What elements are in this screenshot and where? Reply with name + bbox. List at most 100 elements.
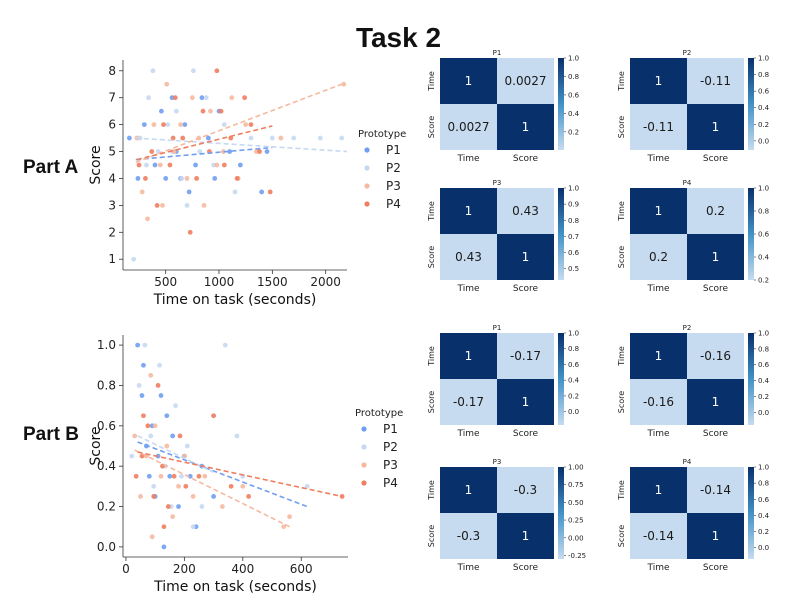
part-a-p3-colorbar-label: 0.8 [568, 217, 579, 225]
part-a-point-p1 [212, 176, 218, 181]
part-b-p2-colorbar-label: 1.0 [758, 330, 769, 338]
part-b-point-p1 [164, 413, 170, 419]
part-b-p1-colorbar [558, 333, 564, 425]
part-a-point-p3 [160, 202, 165, 208]
part-b-point-p3 [190, 494, 196, 499]
part-a-legend-marker-p2 [364, 165, 370, 171]
part-a-point-p1 [127, 135, 132, 141]
part-a-p3-cell-value: 1 [465, 204, 473, 218]
part-a-p2-cell [687, 104, 744, 150]
part-b-point-p1 [135, 342, 141, 348]
part-b-p1-cell-value: 1 [465, 349, 473, 363]
part-a-point-p4 [194, 176, 199, 181]
part-b-p3-cell-value: -0.3 [457, 529, 480, 543]
part-a-p3-heatmap: P3 1 0.43 0.43 1 Time Score Time Score 0.5 0.6 0.7 0… [427, 179, 580, 294]
part-a-p1-colorbar-label: 0.6 [568, 91, 580, 99]
part-a-point-p3 [214, 162, 220, 168]
part-b-p4-cell [687, 467, 744, 513]
part-a-legend-label-p2: P2 [386, 161, 401, 175]
part-a-point-p3 [243, 122, 249, 128]
part-b-p1-cell [440, 333, 497, 379]
part-b-p2-cell [687, 379, 744, 425]
part-a-point-p3 [145, 216, 150, 222]
part-b-point-p1 [211, 494, 216, 499]
part-a-y-tick-label: 3 [108, 198, 116, 212]
part-a-point-p2 [203, 95, 209, 101]
part-b-y-tick-label: 1.0 [97, 338, 116, 352]
part-b-p2-colorbar-label: 0.8 [758, 345, 769, 353]
part-b-y-tick-label: 0.8 [97, 378, 116, 392]
part-a-point-p4 [136, 162, 142, 168]
part-b-point-p3 [287, 514, 292, 520]
part-b-p3-cell [497, 513, 554, 559]
part-b-p2-row-label: Time [617, 346, 626, 367]
part-a-y-tick-label: 6 [108, 118, 116, 132]
part-b-p4-cell-value: 1 [712, 529, 720, 543]
part-b-point-p3 [164, 443, 170, 449]
part-a-point-p1 [163, 176, 169, 181]
part-a-point-p3 [139, 189, 145, 195]
part-b-p3-colorbar-label: 0.50 [568, 499, 584, 507]
part-b-point-p2 [129, 453, 135, 459]
part-a-p2-cell-value: -0.11 [700, 74, 731, 88]
part-b-point-p4 [133, 473, 139, 479]
part-b-trendline-p2 [137, 435, 214, 473]
part-b-point-p3 [138, 494, 143, 499]
part-b-p1-col-label: Time [456, 429, 479, 439]
part-b-point-p4 [161, 524, 167, 530]
part-a-p4-cell [687, 188, 744, 234]
part-b-point-p4 [151, 494, 157, 499]
part-a-p3-col-label: Time [456, 284, 479, 294]
part-a-x-axis-label: Time on task (seconds) [153, 292, 317, 308]
part-b-legend-marker-p1 [361, 426, 367, 432]
part-a-p1-cell-value: 0.0027 [448, 120, 490, 134]
part-b-point-p4 [246, 494, 252, 499]
part-a-point-p3 [189, 95, 195, 101]
part-a-p2-col-label: Score [703, 154, 729, 164]
part-a-legend-label-p1: P1 [386, 143, 401, 157]
part-b-p1-cell [440, 379, 497, 425]
part-b-p1-cell [497, 379, 554, 425]
part-a-legend-title: Prototype [358, 129, 406, 140]
part-a-point-p2 [165, 122, 171, 128]
part-b-y-axis-label: Score [88, 426, 104, 465]
part-a-p3-cell-value: 1 [522, 250, 530, 264]
part-a-p2-colorbar [748, 58, 754, 150]
part-b-x-axis-label: Time on task (seconds) [153, 579, 317, 595]
part-a-p2-cell [687, 58, 744, 104]
part-a-p4-row-label: Score [617, 246, 626, 268]
part-b-p3-heatmap: P3 1 -0.3 -0.3 1 Time Score Time Score -0.25 0.00 0… [427, 458, 586, 573]
part-b-point-p4 [183, 483, 189, 489]
part-a-p1-colorbar-label: 0.4 [568, 110, 580, 118]
part-a-y-tick-label: 8 [108, 64, 116, 78]
part-b-p3-colorbar-label: 0.00 [568, 534, 584, 542]
part-b-p3-colorbar-label: -0.25 [568, 552, 586, 560]
part-b-point-p4 [196, 473, 202, 479]
part-a-y-axis-label: Score [88, 145, 104, 184]
part-a-point-p4 [172, 95, 178, 101]
part-a-p1-cell [497, 58, 554, 104]
part-a-trendline-p2 [135, 137, 348, 153]
part-a-label: Part A [23, 157, 79, 178]
part-a-p2-colorbar-label: 0.0 [758, 137, 769, 145]
part-b-legend-marker-p4 [361, 480, 367, 486]
part-a-p4-colorbar-label: 0.8 [758, 208, 769, 216]
part-b-p3-cell [497, 467, 554, 513]
part-b-p4-colorbar-label: 0.2 [758, 528, 769, 536]
part-b-point-p4 [339, 494, 345, 499]
part-b-point-p3 [132, 433, 138, 439]
part-b-legend-label-p4: P4 [383, 476, 398, 490]
part-b-point-p2 [151, 483, 157, 489]
part-a-p1-cell [497, 104, 554, 150]
part-a-point-p1 [259, 189, 265, 195]
part-a-point-p1 [152, 162, 158, 168]
part-a-p3-colorbar-label: 0.9 [568, 201, 579, 209]
part-b-point-p2 [179, 473, 184, 479]
part-a-x-tick-label: 1000 [204, 275, 235, 289]
part-a-p4-heatmap: P4 1 0.2 0.2 1 Time Score Time Score 0.2 0.4 0.6 0.8… [617, 179, 770, 294]
part-a-p3-cell-value: 0.43 [455, 250, 482, 264]
part-b-p3-col-label: Score [513, 563, 539, 573]
part-b-p3-cell [440, 513, 497, 559]
part-b-p4-colorbar-label: 0.4 [758, 512, 770, 520]
part-b-point-p3 [281, 524, 287, 530]
